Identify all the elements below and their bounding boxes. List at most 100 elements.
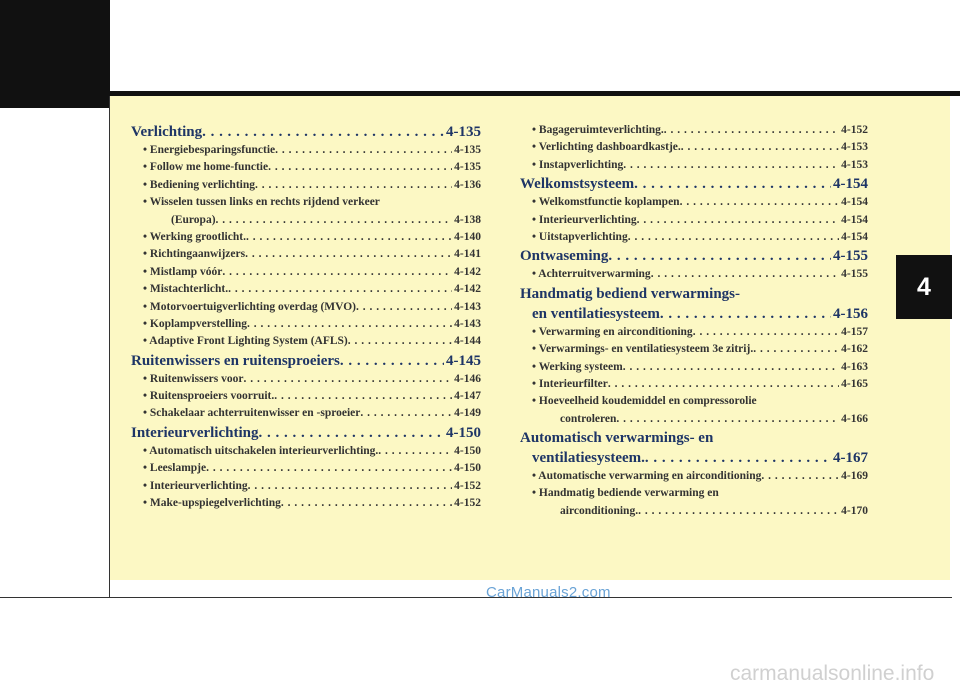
dot-leader [681,139,839,156]
toc-item-uitstapverlichting[interactable]: • Uitstapverlichting 4-154 [520,229,868,246]
toc-item-automatisch-uitschakelen-interieurverlichting[interactable]: • Automatisch uitschakelen interieurverl… [131,443,481,460]
toc-heading-label: en ventilatiesysteem [532,305,660,322]
toc-item-koplampverstelling[interactable]: • Koplampverstelling 4-143 [131,316,481,333]
toc-item-bediening-verlichting[interactable]: • Bediening verlichting 4-136 [131,177,481,194]
dot-leader [245,246,452,263]
page-number: 4-152 [454,497,481,510]
toc-item-verwarming-en-airconditioning[interactable]: • Verwarming en airconditioning 4-157 [520,324,868,341]
toc-heading-label: Ontwaseming [520,248,609,265]
page-number: 4-150 [454,444,481,457]
toc-item-werking-systeem[interactable]: • Werking systeem 4-163 [520,359,868,376]
toc-item-automatische-verwarming-en-airconditioning[interactable]: • Automatische verwarming en airconditio… [520,468,868,485]
dot-leader [628,229,839,246]
toc-item-handmatig-bediende-verwarming-en[interactable]: • Handmatig bediende verwarming en [520,485,868,502]
toc-item-label: • Wisselen tussen links en rechts rijden… [143,196,380,209]
toc-heading-verlichting[interactable]: Verlichting 4-135 [131,122,481,142]
toc-item-bagageruimteverlichting[interactable]: • Bagageruimteverlichting. 4-152 [520,122,868,139]
toc-item-airconditioning[interactable]: airconditioning. 4-170 [520,503,868,520]
toc-item-label: • Koplampverstelling [143,317,248,330]
toc-item-instapverlichting[interactable]: • Instapverlichting 4-153 [520,157,868,174]
toc-item-mistachterlicht[interactable]: • Mistachterlicht. 4-142 [131,281,481,298]
dot-leader [680,194,840,211]
dot-leader [228,281,452,298]
toc-item-label: • Werking grootlicht. [143,230,246,243]
dot-leader [247,316,452,333]
toc-item-label: • Verlichting dashboardkastje. [532,141,681,154]
toc-item-energiebesparingsfunctie[interactable]: • Energiebesparingsfunctie 4-135 [131,142,481,159]
toc-item-welkomstfunctie-koplampen[interactable]: • Welkomstfunctie koplampen 4-154 [520,194,868,211]
toc-left-column: Verlichting 4-135 • Energiebesparingsfunct… [131,122,481,512]
toc-item-adaptive-front-lighting-system-afls[interactable]: • Adaptive Front Lighting System (AFLS) 4… [131,333,481,350]
page-number: 4-154 [841,196,868,209]
page-number: 4-142 [454,265,481,278]
toc-item-make-upspiegelverlichting[interactable]: • Make-upspiegelverlichting 4-152 [131,495,481,512]
toc-heading-en-ventilatiesysteem[interactable]: en ventilatiesysteem 4-156 [520,304,868,324]
dot-leader [281,495,452,512]
dot-leader [761,468,839,485]
toc-item-ruitenwissers-voor[interactable]: • Ruitenwissers voor 4-146 [131,371,481,388]
toc-item-verwarmings-en-ventilatiesysteem-3e-zitrij[interactable]: • Verwarmings- en ventilatiesysteem 3e z… [520,341,868,358]
toc-item-label: • Werking systeem [532,360,623,373]
toc-item-interieurverlichting[interactable]: • Interieurverlichting 4-152 [131,478,481,495]
dot-leader [268,159,452,176]
page-number: 4-157 [841,325,868,338]
toc-item-richtingaanwijzers[interactable]: • Richtingaanwijzers 4-141 [131,246,481,263]
page-number: 4-135 [454,161,481,174]
bottom-rule [0,597,952,598]
watermark-link[interactable]: CarManuals2.com [486,584,611,601]
toc-item-schakelaar-achterruitenwisser-en-sproeier[interactable]: • Schakelaar achterruitenwisser en -spro… [131,405,481,422]
page-number: 4-152 [454,479,481,492]
toc-item-hoeveelheid-koudemiddel-en-compressorolie[interactable]: • Hoeveelheid koudemiddel en compressoro… [520,393,868,410]
chapter-tab[interactable]: 4 [896,255,952,319]
page-number: 4-150 [446,424,481,441]
page-number: 4-154 [841,213,868,226]
page-number: 4-165 [841,377,868,390]
toc-item-verlichting-dashboardkastje[interactable]: • Verlichting dashboardkastje. 4-153 [520,139,868,156]
toc-item-motorvoertuigverlichting-overdag-mvo[interactable]: • Motorvoertuigverlichting overdag (MVO)… [131,299,481,316]
toc-item-interieurfilter[interactable]: • Interieurfilter 4-165 [520,376,868,393]
dot-leader [202,122,444,142]
toc-heading-ontwaseming[interactable]: Ontwaseming 4-155 [520,246,868,266]
dot-leader [206,460,452,477]
left-rule [109,96,110,598]
toc-heading-interieurverlichting[interactable]: Interieurverlichting 4-150 [131,423,481,443]
toc-heading-handmatig-bediend-verwarmings[interactable]: Handmatig bediend verwarmings- [520,284,868,304]
toc-item-mistlamp-v-r[interactable]: • Mistlamp vóór 4-142 [131,264,481,281]
toc-item-label: • Bediening verlichting [143,178,256,191]
toc-item-wisselen-tussen-links-en-rechts-rijdend-verkeer[interactable]: • Wisselen tussen links en rechts rijden… [131,194,481,211]
dot-leader [634,174,831,194]
toc-item-europa[interactable]: (Europa) 4-138 [131,212,481,229]
toc-item-label: • Automatische verwarming en airconditio… [532,470,762,483]
toc-item-label: • Interieurverlichting [532,213,637,226]
toc-item-label: • Energiebesparingsfunctie [143,144,276,156]
page-number: 4-141 [454,248,481,261]
toc-heading-ventilatiesysteem[interactable]: ventilatiesysteem. 4-167 [520,448,868,468]
dot-leader [246,229,452,246]
page-number: 4-166 [841,412,868,425]
toc-item-interieurverlichting[interactable]: • Interieurverlichting 4-154 [520,212,868,229]
dot-leader [608,376,839,393]
page-number: 4-147 [454,390,481,403]
toc-item-werking-grootlicht[interactable]: • Werking grootlicht. 4-140 [131,229,481,246]
toc-item-controleren[interactable]: controleren 4-166 [520,411,868,428]
dot-leader [222,264,452,281]
page-number: 4-170 [841,504,868,517]
page-number: 4-162 [841,343,868,356]
page-number: 4-145 [446,352,481,369]
toc-item-leeslampje[interactable]: • Leeslampje 4-150 [131,460,481,477]
dot-leader [378,443,452,460]
page-number: 4-140 [454,230,481,243]
toc-heading-ruitenwissers-en-ruitensproeiers[interactable]: Ruitenwissers en ruitensproeiers 4-145 [131,351,481,371]
toc-item-label: • Automatisch uitschakelen interieurverl… [143,444,379,457]
toc-item-achterruitverwarming[interactable]: • Achterruitverwarming 4-155 [520,266,868,283]
page-number: 4-135 [446,124,481,140]
toc-heading-welkomstsysteem[interactable]: Welkomstsysteem 4-154 [520,174,868,194]
toc-item-label: • Follow me home-functie [143,161,269,174]
page-number: 4-144 [454,335,481,348]
toc-heading-automatisch-verwarmings-en[interactable]: Automatisch verwarmings- en [520,428,868,448]
dot-leader [360,405,452,422]
toc-item-follow-me-home-functie[interactable]: • Follow me home-functie 4-135 [131,159,481,176]
toc-item-ruitensproeiers-voorruit[interactable]: • Ruitensproeiers voorruit. 4-147 [131,388,481,405]
dot-leader [608,246,831,266]
toc-heading-label: Verlichting [131,124,203,140]
